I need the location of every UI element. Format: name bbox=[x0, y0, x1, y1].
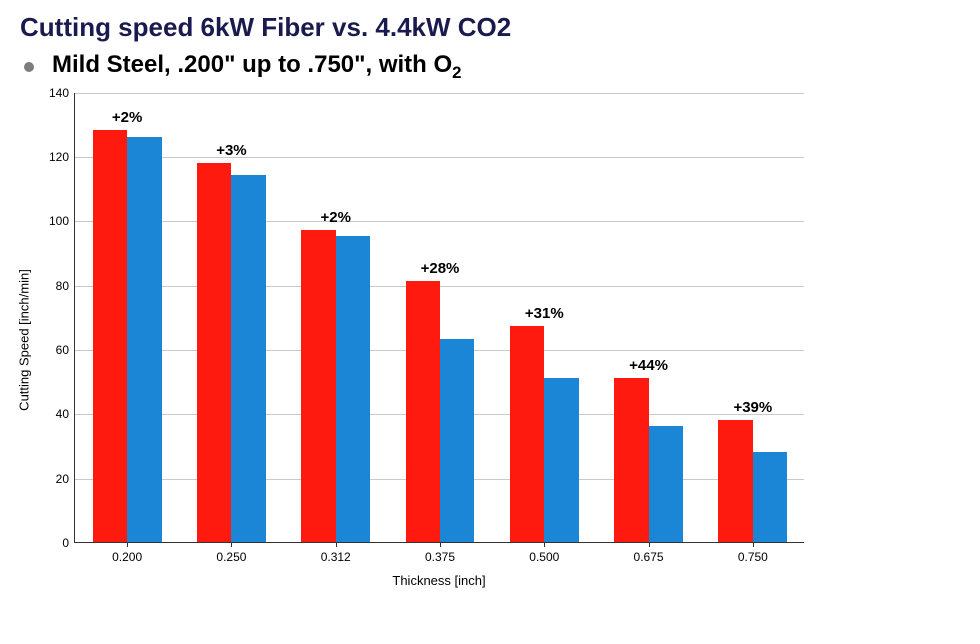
y-tick-label: 120 bbox=[49, 150, 75, 164]
gridline bbox=[75, 221, 804, 222]
x-axis-title: Thickness [inch] bbox=[74, 573, 804, 588]
subtitle: Mild Steel, .200" up to .750", with O2 bbox=[52, 51, 462, 83]
subtitle-text: Mild Steel, .200" up to .750", with O bbox=[52, 51, 452, 78]
y-tick-label: 80 bbox=[56, 279, 75, 293]
delta-label: +3% bbox=[216, 142, 246, 159]
bar bbox=[93, 130, 127, 541]
bar bbox=[718, 420, 752, 542]
bar bbox=[231, 175, 265, 541]
plot-area: 0204060801001201400.200+2%0.250+3%0.312+… bbox=[74, 93, 804, 543]
x-tick-label: 0.500 bbox=[529, 542, 559, 564]
x-tick-label: 0.675 bbox=[634, 542, 664, 564]
subtitle-subscript: 2 bbox=[452, 63, 461, 82]
y-tick-label: 0 bbox=[62, 536, 75, 550]
bar bbox=[544, 378, 578, 542]
x-tick-label: 0.200 bbox=[112, 542, 142, 564]
x-tick-label: 0.250 bbox=[216, 542, 246, 564]
bar bbox=[301, 230, 335, 542]
y-tick-label: 140 bbox=[49, 86, 75, 100]
delta-label: +2% bbox=[112, 109, 142, 126]
title-block: Cutting speed 6kW Fiber vs. 4.4kW CO2 Mi… bbox=[20, 12, 960, 83]
bar bbox=[440, 339, 474, 542]
bar bbox=[197, 163, 231, 542]
gridline bbox=[75, 93, 804, 94]
bar bbox=[127, 137, 161, 542]
chart-container: 0204060801001201400.200+2%0.250+3%0.312+… bbox=[74, 93, 974, 588]
delta-label: +39% bbox=[733, 399, 772, 416]
y-tick-label: 60 bbox=[56, 343, 75, 357]
bar bbox=[649, 426, 683, 542]
page-title: Cutting speed 6kW Fiber vs. 4.4kW CO2 bbox=[20, 12, 960, 43]
y-tick-label: 40 bbox=[56, 407, 75, 421]
delta-label: +28% bbox=[421, 260, 460, 277]
x-tick-label: 0.312 bbox=[321, 542, 351, 564]
x-tick-label: 0.375 bbox=[425, 542, 455, 564]
delta-label: +31% bbox=[525, 305, 564, 322]
delta-label: +44% bbox=[629, 357, 668, 374]
bar-chart: 0204060801001201400.200+2%0.250+3%0.312+… bbox=[74, 93, 974, 588]
x-tick-label: 0.750 bbox=[738, 542, 768, 564]
y-tick-label: 20 bbox=[56, 472, 75, 486]
y-axis-title: Cutting Speed [inch/min] bbox=[17, 269, 32, 411]
bar bbox=[336, 236, 370, 541]
bullet-icon bbox=[24, 62, 34, 72]
bar bbox=[614, 378, 648, 542]
gridline bbox=[75, 157, 804, 158]
delta-label: +2% bbox=[320, 209, 350, 226]
bar bbox=[510, 326, 544, 541]
bar bbox=[406, 281, 440, 541]
bar bbox=[753, 452, 787, 542]
subtitle-row: Mild Steel, .200" up to .750", with O2 bbox=[20, 51, 960, 83]
y-tick-label: 100 bbox=[49, 214, 75, 228]
